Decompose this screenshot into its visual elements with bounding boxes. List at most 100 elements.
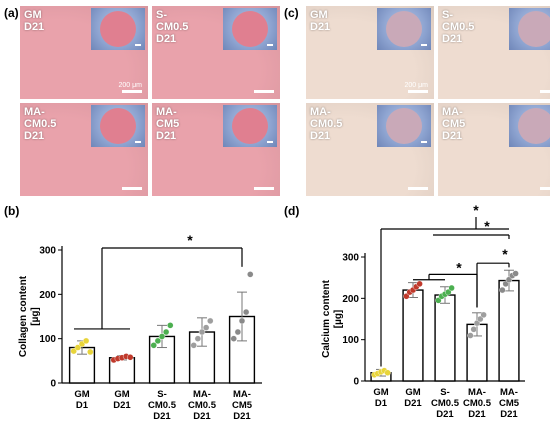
scale-bar: [122, 187, 142, 190]
tissue-disc: [100, 11, 136, 47]
scale-bar: [254, 90, 274, 93]
bar: [108, 357, 136, 384]
panel-label-b: (b): [4, 204, 20, 218]
micrograph-label: GM D21: [24, 9, 45, 33]
significance-star: *: [456, 259, 462, 275]
data-point: [499, 286, 506, 294]
category-label: MA-: [468, 387, 486, 398]
inset-scale-bar: [421, 44, 427, 46]
inset-photo: [377, 8, 431, 50]
y-axis-unit: [µg]: [333, 310, 344, 329]
tissue-disc: [232, 108, 268, 144]
micrograph-label: GM D21: [310, 9, 331, 33]
data-point: [82, 337, 90, 345]
data-point: [470, 326, 477, 333]
category-label: MA-: [233, 389, 251, 400]
category-label: D21: [500, 409, 518, 420]
scale-bar-text: 200 μm: [404, 82, 429, 89]
y-tick-label: 0: [50, 379, 56, 390]
inset-photo: [223, 105, 277, 147]
data-point: [194, 335, 202, 342]
category-label: D21: [113, 400, 131, 411]
scale-bar: [540, 90, 550, 93]
scale-bar: [408, 90, 428, 93]
data-point: [238, 317, 246, 325]
micrograph-a-1: GM D21 200 μm: [20, 6, 148, 99]
data-point: [127, 354, 134, 361]
inset-scale-bar: [135, 141, 141, 143]
micrograph-c-3: MA- CM0.5 D21: [306, 103, 434, 196]
category-label: D21: [233, 411, 251, 422]
category-label: CM5: [232, 400, 253, 411]
inset-photo: [509, 8, 550, 50]
micrograph-label: S- CM0.5 D21: [442, 9, 475, 45]
micrograph-label: MA- CM0.5 D21: [310, 106, 343, 142]
category-label: GM: [74, 389, 89, 400]
y-axis-label: Calcium content: [321, 279, 332, 357]
micrograph-c-4: MA- CM5 D21: [438, 103, 550, 196]
data-point: [167, 322, 174, 329]
data-point: [384, 369, 391, 376]
inset-photo: [223, 8, 277, 50]
data-point: [162, 328, 170, 336]
micrograph-a-2: S- CM0.5 D21: [152, 6, 280, 99]
scale-bar: [408, 187, 428, 190]
panel-label-a: (a): [4, 6, 19, 20]
data-point: [190, 342, 197, 349]
micrograph-label: S- CM0.5 D21: [156, 9, 189, 45]
data-point: [150, 342, 157, 349]
data-point: [512, 270, 519, 277]
category-label: D1: [375, 398, 388, 409]
tissue-disc: [518, 108, 550, 144]
micrograph-label: MA- CM0.5 D21: [24, 106, 57, 142]
data-point: [416, 280, 423, 288]
category-label: S-: [157, 389, 167, 400]
micrograph-label: MA- CM5 D21: [156, 106, 180, 142]
y-tick-label: 300: [39, 246, 56, 257]
data-point: [158, 333, 166, 340]
inset-scale-bar: [267, 44, 273, 46]
panel-label-d: (d): [284, 204, 300, 218]
inset-scale-bar: [135, 44, 141, 46]
category-label: CM0.5: [188, 400, 217, 411]
data-point: [234, 328, 242, 336]
y-axis-unit: [µg]: [30, 307, 41, 326]
tissue-disc: [386, 108, 422, 144]
tissue-disc: [100, 108, 136, 144]
inset-scale-bar: [421, 141, 427, 143]
y-tick-label: 200: [39, 290, 56, 301]
scale-bar: [122, 90, 142, 93]
category-label: S-: [440, 387, 450, 398]
bar: [434, 294, 456, 382]
category-label: CM5: [499, 398, 520, 409]
significance-star: *: [502, 246, 508, 262]
data-point: [154, 337, 162, 345]
category-label: GM: [405, 387, 420, 398]
significance-star: *: [484, 218, 490, 234]
category-label: D21: [193, 411, 211, 422]
tissue-disc: [518, 11, 550, 47]
inset-photo: [377, 105, 431, 147]
data-point: [230, 335, 237, 342]
y-tick-label: 0: [353, 377, 359, 388]
category-label: CM0.5: [463, 398, 492, 409]
data-point: [87, 348, 94, 356]
data-point: [467, 332, 474, 339]
scale-bar: [540, 187, 550, 190]
category-label: D21: [404, 398, 422, 409]
data-point: [448, 284, 455, 292]
category-label: D1: [76, 400, 89, 411]
bar: [402, 289, 424, 382]
y-tick-label: 200: [342, 294, 359, 305]
y-tick-label: 100: [39, 334, 56, 345]
inset-scale-bar: [267, 141, 273, 143]
category-label: CM0.5: [148, 400, 177, 411]
inset-photo: [91, 8, 145, 50]
tissue-disc: [386, 11, 422, 47]
data-point: [70, 347, 77, 355]
y-tick-label: 100: [342, 335, 359, 346]
y-axis-label: Collagen content: [18, 275, 29, 357]
micrograph-a-4: MA- CM5 D21: [152, 103, 280, 196]
